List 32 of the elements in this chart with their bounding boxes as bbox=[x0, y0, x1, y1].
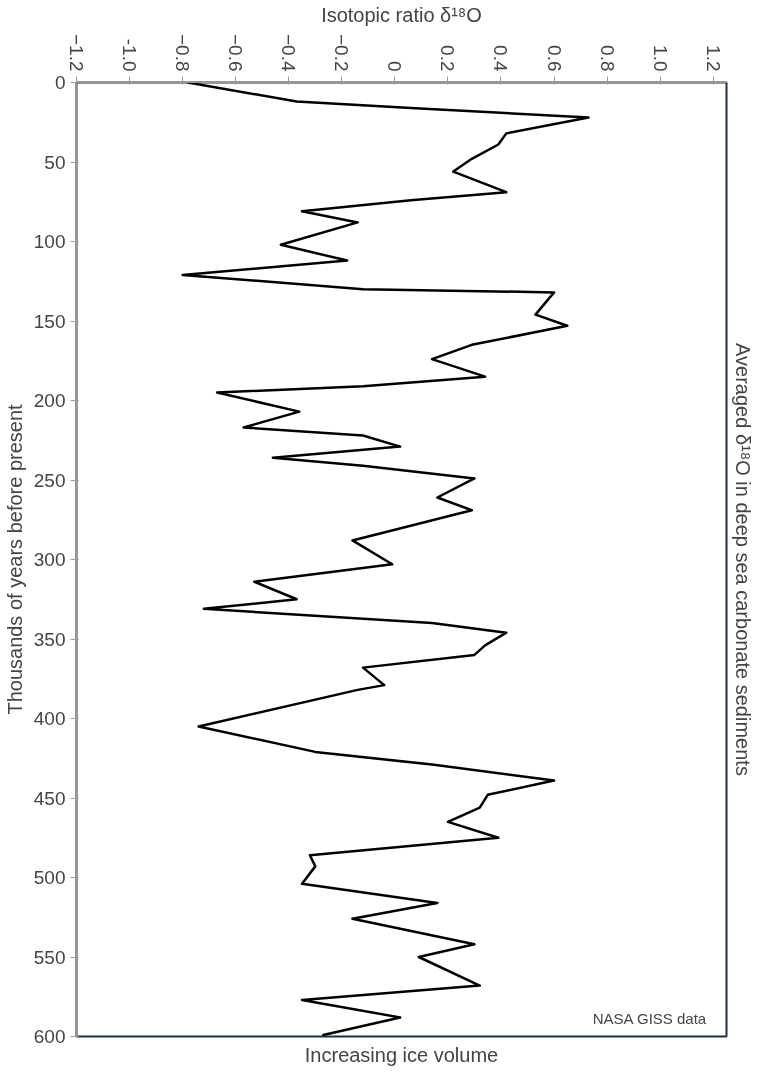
x-tick-label: 0.8 bbox=[596, 45, 618, 72]
x-tick-label: −0.4 bbox=[278, 33, 300, 72]
y-axis-title: Thousands of years before present bbox=[3, 403, 26, 715]
x-tick-label: 0.4 bbox=[490, 45, 512, 72]
y-tick-label: 0 bbox=[54, 72, 66, 93]
y-tick-label: 500 bbox=[33, 867, 66, 888]
y-tick-label: 450 bbox=[33, 787, 66, 809]
line-series bbox=[181, 82, 590, 1037]
x-axis-title: Isotopic ratio δ¹⁸O bbox=[321, 3, 482, 26]
annotation: NASA GISS data bbox=[592, 1009, 707, 1027]
y-tick-label: 300 bbox=[33, 549, 66, 570]
y-tick-label: 150 bbox=[33, 310, 66, 332]
x-tick-label: 0 bbox=[384, 60, 406, 72]
x-tick-label: −1.2 bbox=[66, 33, 87, 72]
y-tick-label: 600 bbox=[33, 1026, 66, 1047]
y-tick-label: 100 bbox=[33, 231, 66, 252]
text: Increasing ice volume bbox=[304, 1043, 499, 1066]
y-tick-label: 350 bbox=[33, 628, 66, 650]
x-tick-label: −0.8 bbox=[172, 33, 194, 72]
text: Averaged δ¹⁸O in deep sea carbonate sediments bbox=[731, 343, 754, 776]
x-tick-label: 0.2 bbox=[437, 45, 459, 72]
y-tick-label: 50 bbox=[44, 151, 66, 173]
y-tick-label: 200 bbox=[33, 390, 66, 411]
x-tick-label: −0.6 bbox=[225, 33, 247, 72]
x-tick-label: −0.2 bbox=[331, 33, 353, 72]
y-tick-label: 250 bbox=[33, 469, 66, 491]
y-tick-label: 550 bbox=[33, 946, 66, 968]
x-tick-label: 1.0 bbox=[649, 45, 671, 72]
y-tick-label: 400 bbox=[33, 708, 66, 729]
x-tick-label: -1.0 bbox=[119, 38, 141, 72]
x-tick-label: 1.2 bbox=[702, 45, 724, 72]
x-tick-label: 0.6 bbox=[543, 45, 565, 72]
